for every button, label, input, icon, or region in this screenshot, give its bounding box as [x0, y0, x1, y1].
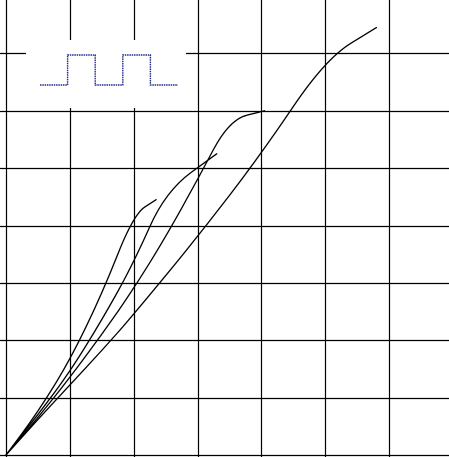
inset-background [26, 40, 186, 108]
curve-line-4 [5, 26, 378, 456]
curve-line-3 [5, 110, 266, 456]
square-wave-signal [40, 54, 178, 86]
square-wave-inset [26, 40, 186, 108]
curve-line-2 [5, 153, 218, 456]
curves [5, 26, 378, 456]
curve-line-1 [5, 199, 157, 456]
